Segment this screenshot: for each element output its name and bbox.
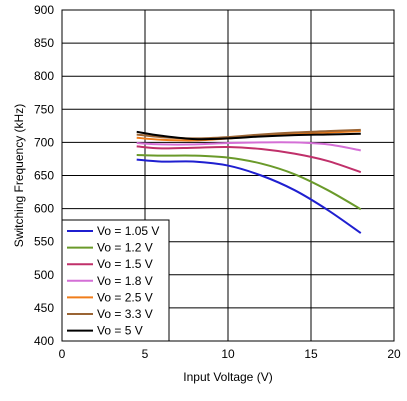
legend-item: Vo = 3.3 V [67, 307, 153, 321]
y-tick-labels: 400 450 500 550 600 650 700 750 800 850 900 [34, 3, 54, 348]
series-layer [136, 128, 362, 234]
y-tick-label: 850 [34, 36, 54, 50]
legend-label: Vo = 1.8 V [97, 274, 153, 288]
series-line-vo-3-3-v [136, 128, 361, 140]
x-tick-label: 10 [221, 347, 235, 361]
x-tick-label: 5 [142, 347, 149, 361]
legend-item: Vo = 5 V [67, 324, 143, 338]
series-line-vo-1-05-v [136, 158, 362, 234]
legend-item: Vo = 1.2 V [67, 241, 153, 255]
series-line-vo-5-v [136, 130, 361, 141]
x-tick-labels: 0 5 10 15 20 [59, 347, 401, 361]
legend: Vo = 1.05 V Vo = 1.2 V Vo = 1.5 V Vo = 1.8 … [61, 219, 170, 342]
y-tick-label: 800 [34, 69, 54, 83]
series-line-vo-1-8-v [136, 141, 361, 152]
legend-label: Vo = 5 V [97, 324, 143, 338]
x-axis-label: Input Voltage (V) [183, 370, 272, 384]
legend-label: Vo = 1.5 V [97, 257, 153, 271]
legend-label: Vo = 3.3 V [97, 307, 153, 321]
legend-label: Vo = 2.5 V [97, 290, 153, 304]
series-line-vo-1-5-v [136, 145, 362, 174]
y-tick-label: 650 [34, 169, 54, 183]
y-tick-label: 400 [34, 334, 54, 348]
y-tick-label: 500 [34, 268, 54, 282]
legend-item: Vo = 1.5 V [67, 257, 153, 271]
legend-item: Vo = 2.5 V [67, 290, 153, 304]
y-tick-label: 450 [34, 301, 54, 315]
y-tick-label: 700 [34, 135, 54, 149]
y-tick-label: 750 [34, 102, 54, 116]
y-tick-label: 550 [34, 235, 54, 249]
y-tick-label: 900 [34, 3, 54, 17]
x-tick-label: 0 [59, 347, 66, 361]
y-axis-label: Switching Frequency (kHz) [12, 104, 26, 247]
legend-item: Vo = 1.05 V [67, 224, 159, 238]
x-tick-label: 20 [387, 347, 401, 361]
legend-label: Vo = 1.05 V [97, 224, 159, 238]
series-line-vo-1-2-v [136, 153, 362, 211]
plot-frame [61, 9, 395, 342]
x-tick-label: 15 [304, 347, 318, 361]
y-tick-label: 600 [34, 202, 54, 216]
legend-label: Vo = 1.2 V [97, 241, 153, 255]
legend-item: Vo = 1.8 V [67, 274, 153, 288]
